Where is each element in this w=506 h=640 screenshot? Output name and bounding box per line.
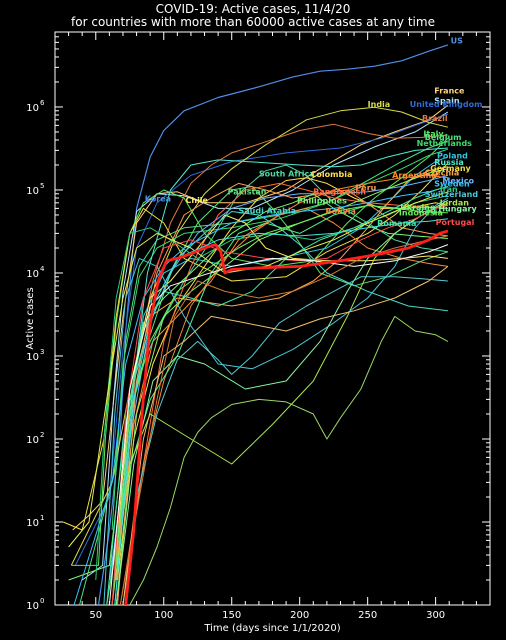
series-line-pakistan bbox=[111, 186, 449, 606]
series-group bbox=[63, 44, 449, 606]
chart-subtitle: for countries with more than 60000 activ… bbox=[71, 15, 435, 29]
series-line-france bbox=[72, 104, 449, 531]
country-label-south-africa: South Africa bbox=[259, 170, 315, 179]
y-tick-exponent: 3 bbox=[40, 348, 44, 356]
y-tick-exponent: 0 bbox=[40, 597, 44, 605]
country-label-argentina: Argentina bbox=[392, 171, 437, 180]
country-label-colombia: Colombia bbox=[311, 170, 353, 179]
series-line-unlabeled bbox=[108, 244, 449, 606]
country-label-korea: Korea bbox=[145, 194, 171, 203]
y-tick-label: 10 bbox=[26, 186, 39, 197]
country-label-chile: Chile bbox=[186, 196, 209, 205]
series-line-unlabeled bbox=[122, 266, 449, 606]
country-label-philippines: Philippines bbox=[297, 196, 347, 205]
country-label-hungary: Hungary bbox=[438, 205, 477, 214]
country-label-indonesia: Indonesia bbox=[399, 209, 443, 218]
country-label-ukraine: Ukraine bbox=[400, 203, 436, 212]
series-line-russia bbox=[111, 147, 448, 566]
series-line-germany bbox=[63, 162, 449, 531]
country-label-italy: Italy bbox=[423, 130, 444, 139]
country-label-india: India bbox=[368, 100, 391, 109]
y-tick-label: 10 bbox=[26, 352, 39, 363]
y-tick-label: 10 bbox=[26, 601, 39, 612]
country-label-czechia: Czechia bbox=[425, 168, 460, 177]
country-label-brazil: Brazil bbox=[422, 114, 448, 123]
y-tick-exponent: 5 bbox=[40, 182, 44, 190]
x-tick-label: 200 bbox=[290, 610, 309, 621]
series-line-ukraine bbox=[115, 168, 449, 606]
country-label-iraq: Iraq bbox=[418, 206, 436, 215]
series-line-bangladesh bbox=[119, 182, 448, 606]
country-label-sweden: Sweden bbox=[434, 180, 470, 189]
x-tick-label: 250 bbox=[358, 610, 377, 621]
series-line-bolivia bbox=[122, 207, 448, 606]
country-label-belgium: Belgium bbox=[425, 133, 462, 142]
country-label-united-kingdom: United Kingdom bbox=[410, 100, 483, 109]
series-line-unlabeled bbox=[119, 235, 449, 606]
chart-title: COVID-19: Active cases, 11/4/20 bbox=[156, 2, 351, 16]
x-axis-label: Time (days since 1/1/2020) bbox=[203, 623, 340, 634]
x-tick-label: 150 bbox=[222, 610, 241, 621]
country-label-saudi-arabia: Saudi Arabia bbox=[239, 207, 297, 216]
country-label-switzerland: Switzerland bbox=[425, 190, 479, 199]
series-line-romania bbox=[106, 186, 449, 606]
country-label-bolivia: Bolivia bbox=[326, 207, 356, 216]
series-line-switzerland bbox=[103, 197, 449, 606]
series-line-netherlands bbox=[111, 148, 449, 531]
y-tick-exponent: 1 bbox=[40, 514, 44, 522]
country-label-portugal: Portugal bbox=[436, 218, 475, 227]
country-label-peru: Peru bbox=[355, 183, 376, 192]
series-line-chile bbox=[111, 214, 448, 606]
y-tick-label: 10 bbox=[26, 103, 39, 114]
country-label-netherlands: Netherlands bbox=[417, 139, 473, 148]
series-line-philippines bbox=[68, 193, 448, 581]
country-label-jordan: Jordan bbox=[439, 198, 470, 207]
series-line-spain bbox=[81, 111, 449, 581]
country-label-iran: Iran bbox=[440, 185, 458, 194]
x-tick-label: 300 bbox=[426, 610, 445, 621]
series-line-sweden bbox=[73, 186, 449, 606]
y-tick-exponent: 6 bbox=[40, 99, 45, 107]
country-label-poland: Poland bbox=[437, 151, 468, 160]
country-label-spain: Spain bbox=[434, 97, 460, 106]
series-line-united-kingdom bbox=[74, 113, 449, 566]
series-line-hungary bbox=[115, 199, 449, 606]
y-tick-label: 10 bbox=[26, 518, 39, 529]
country-label-mexico: Mexico bbox=[442, 176, 474, 185]
y-tick-label: 10 bbox=[26, 269, 39, 280]
country-label-germany: Germany bbox=[430, 164, 471, 173]
country-label-us: US bbox=[451, 37, 463, 46]
y-tick-label: 10 bbox=[26, 435, 39, 446]
y-tick-exponent: 4 bbox=[40, 265, 45, 273]
x-tick-label: 100 bbox=[154, 610, 173, 621]
y-tick-exponent: 2 bbox=[40, 431, 44, 439]
country-label-bangladesh: Bangladesh bbox=[313, 188, 366, 197]
series-line-saudi-arabia bbox=[114, 211, 448, 606]
y-axis-label: Active cases bbox=[25, 287, 36, 349]
series-line-unlabeled bbox=[122, 276, 448, 606]
country-label-france: France bbox=[434, 87, 465, 96]
country-label-pakistan: Pakistan bbox=[228, 188, 267, 197]
x-tick-label: 50 bbox=[89, 610, 102, 621]
series-line-highlighted-country bbox=[124, 229, 449, 606]
country-label-romania: Romania bbox=[377, 219, 416, 228]
country-label-russia: Russia bbox=[434, 158, 464, 167]
series-line-unlabeled bbox=[129, 315, 449, 606]
